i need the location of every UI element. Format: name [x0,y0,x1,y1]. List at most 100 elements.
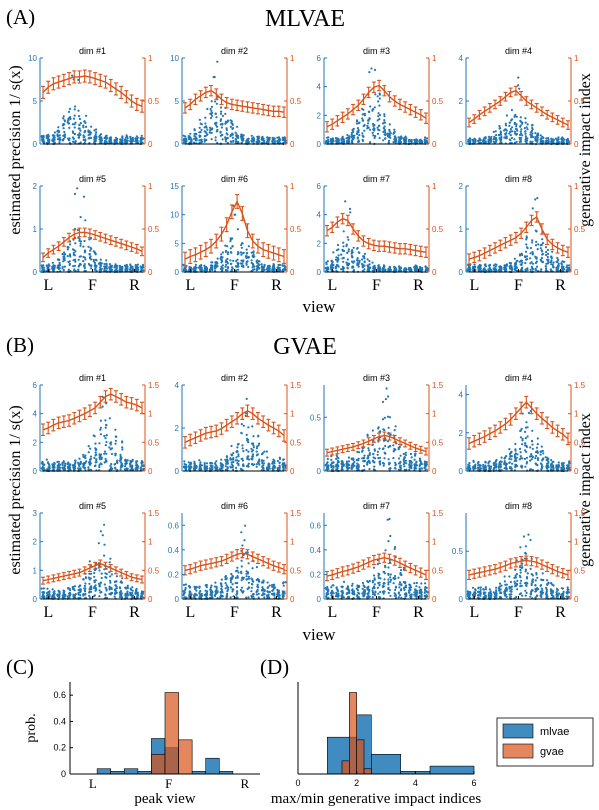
mlvae-r1-1-scatter-point [72,140,75,143]
mlvae-r2-2-scatter-point [252,251,255,254]
mlvae-r1-1-left-tick-label: 5 [33,97,38,106]
gvae-r1-1-title: dim #1 [79,373,106,383]
mlvae-r1-4-scatter-point [545,141,549,144]
mlvae-r2-1-scatter-point [79,262,82,265]
mlvae-r2-4-scatter-point [540,249,543,252]
gvae-r1-2-scatter-point [183,460,186,463]
gvae-r1-3-scatter-point [330,465,333,469]
mlvae-r2-4-scatter-point [516,259,519,262]
mlvae-r2-1-scatter-point [73,254,76,257]
mlvae-r1-4-scatter-point [471,138,474,141]
mlvae-r2-3-scatter-point [325,261,328,264]
mlvae-r2-1-scatter-point [73,249,76,252]
gvae-r1-2-scatter-point [183,465,186,468]
mlvae-r2-3-scatter-point [335,269,338,272]
mlvae-r1-2-scatter-point [200,138,203,141]
gvae-r1-1-scatter-point [89,455,93,458]
mlvae-r1-1-scatter-point [62,127,65,130]
mlvae-r2-3-scatter-point [345,244,348,248]
mlvae-r2-4-right-tick-label: 0.5 [574,225,586,234]
mlvae-r2-1-scatter-point [73,192,77,195]
gvae-r1-2-scatter-point [232,452,235,455]
gvae-r1-1-scatter-point [105,460,108,463]
mlvae-r1-4-scatter-point [513,138,516,141]
panel-b-title: GVAE [273,334,337,360]
panel-a-label: (A) [6,5,35,29]
mlvae-r2-3-scatter-point [403,267,406,271]
mlvae-r2-2-scatter-point [227,266,230,270]
mlvae-r1-2-scatter-point [261,138,265,141]
gvae-r1-3-scatter-point [379,460,382,463]
mlvae-r2-3-scatter-point [346,266,349,269]
gvae-r1-3-scatter-point [392,450,395,453]
mlvae-r2-4-scatter-point [483,268,486,271]
mlvae-r1-3-scatter-point [357,122,360,125]
mlvae-r1-3-scatter-point [384,131,387,134]
mlvae-r1-3-scatter-point [378,104,381,107]
gvae-r1-2-scatter-point [250,450,253,453]
gvae-r1-1-scatter-point [94,442,97,445]
gvae-r1-4-scatter-point [477,467,480,470]
mlvae-r1-3-scatter-point [394,135,397,138]
gvae-r1-1-scatter-point [119,453,122,456]
mlvae-r1-4-scatter-point [484,136,487,139]
mlvae-r1-4-scatter-point [515,128,518,131]
gvae-r1-1-scatter-point [62,460,65,463]
mlvae-r2-2-scatter-point [247,245,250,248]
gvae-r1-1-scatter-point [56,460,59,463]
gvae-r1-2-scatter-point [241,468,244,471]
mlvae-r2-1-scatter-point [69,243,72,246]
gvae-r1-2-scatter-point [256,453,259,456]
gvae-r1-2-scatter-point [199,464,202,467]
gvae-r1-2-scatter-point [245,397,248,400]
mlvae-r2-1-scatter-point [89,249,92,252]
mlvae-r1-4-scatter-point [498,134,501,137]
mlvae-r2-4-scatter-point [544,269,547,272]
mlvae-r1-3-scatter-point [377,112,380,115]
mlvae-r1-2-scatter-point [209,129,212,132]
gvae-r1-3-scatter-point [397,448,400,451]
mlvae-r1-1-scatter-point [129,135,132,138]
mlvae-r2-2-scatter-point [229,238,232,241]
mlvae-r2-4-scatter-point [540,259,543,262]
gvae-r1-1-scatter-point [69,463,72,466]
mlvae-r2-3-scatter-point [335,249,339,252]
gvae-r1-1-scatter-point [64,462,67,465]
mlvae-r2-4-scatter-point [513,257,517,260]
gvae-r1-3-scatter-point [418,457,422,460]
mlvae-r1-2-scatter-point [226,141,229,144]
gvae-r1-4-scatter-point [484,460,487,463]
mlvae-r2-3-panel: 0 2 4 6 0 0.5 1 dim #7 L F R [317,174,444,294]
mlvae-r2-4-scatter-point [494,263,497,266]
mlvae-r2-1-scatter-point [89,246,92,249]
gvae-r1-3-scatter-point [330,455,333,458]
gvae-r1-1-scatter-point [92,434,95,437]
mlvae-r2-1-scatter-point [100,262,103,265]
mlvae-r1-1-scatter-point [62,117,65,120]
gvae-r1-3-scatter-point [382,462,386,465]
mlvae-r1-4-scatter-point [508,138,511,141]
mlvae-r2-2-right-tick-label: 0 [290,268,295,277]
mlvae-r2-3-scatter-point [346,236,349,239]
mlvae-r2-4-scatter-point [544,265,547,268]
mlvae-r1-1-scatter-point [77,78,80,81]
mlvae-r2-3-scatter-point [424,266,427,269]
mlvae-r2-4-scatter-point [529,257,532,260]
gvae-r1-3-scatter-point [384,444,387,447]
gvae-r1-1-scatter-point [136,464,139,467]
gvae-r1-1-scatter-point [140,460,143,463]
mlvae-r1-4-scatter-point [526,123,529,126]
mlvae-r1-4-scatter-point [526,128,529,131]
gvae-r1-2-scatter-point [198,459,201,462]
mlvae-r1-3-scatter-point [383,113,386,116]
mlvae-r2-4-scatter-point [492,264,495,267]
mlvae-r2-4-scatter-point [535,240,538,243]
gvae-r1-2-scatter-point [260,459,264,462]
mlvae-r2-4-left-tick-label: 0 [459,268,464,277]
mlvae-r2-1-scatter-point [141,269,144,272]
gvae-r1-2-scatter-point [262,464,265,467]
mlvae-r2-4-impact-line [468,215,569,260]
mlvae-r2-3-scatter-point [334,267,337,270]
mlvae-r1-4-scatter-point [534,132,537,135]
mlvae-r1-2-scatter-point [229,135,232,138]
